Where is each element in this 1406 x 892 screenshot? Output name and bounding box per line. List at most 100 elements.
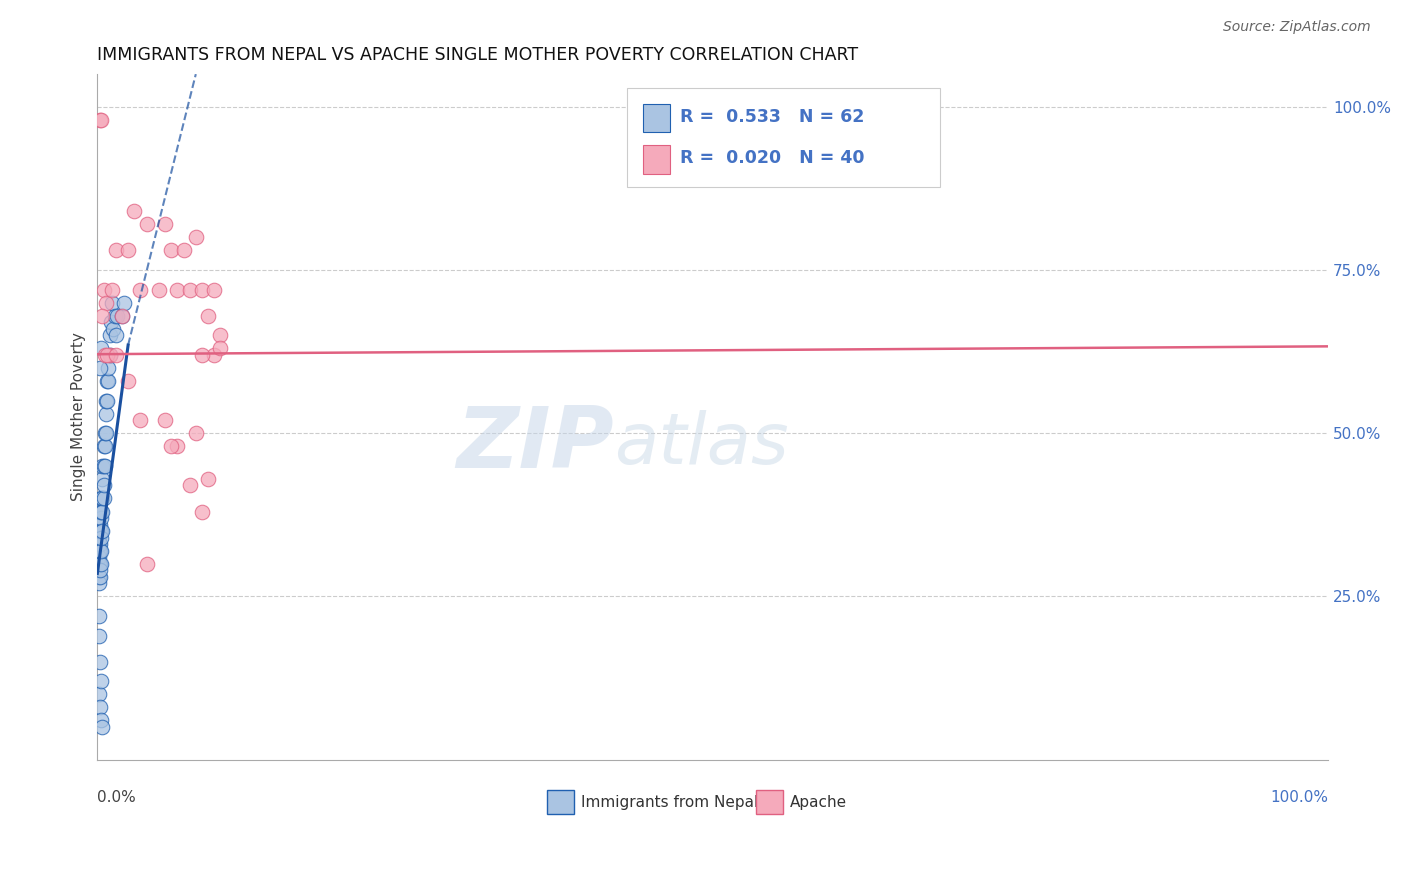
Point bbox=[89, 524, 111, 538]
Point bbox=[135, 557, 157, 571]
Text: 100.0%: 100.0% bbox=[1270, 790, 1329, 805]
Point bbox=[103, 309, 125, 323]
Point bbox=[197, 309, 219, 323]
Point bbox=[94, 407, 117, 421]
Point bbox=[90, 491, 112, 506]
Point bbox=[160, 439, 183, 453]
Text: atlas: atlas bbox=[614, 409, 789, 479]
Point bbox=[202, 283, 225, 297]
Point bbox=[91, 720, 114, 734]
Point bbox=[97, 360, 120, 375]
Bar bbox=[643, 145, 669, 174]
Point bbox=[90, 557, 112, 571]
Point bbox=[202, 348, 225, 362]
Point bbox=[93, 283, 115, 297]
Point bbox=[184, 426, 207, 441]
Point bbox=[117, 374, 139, 388]
Point bbox=[111, 309, 134, 323]
Point bbox=[191, 283, 214, 297]
Point bbox=[209, 341, 232, 355]
Point bbox=[93, 426, 115, 441]
Point bbox=[91, 458, 114, 473]
Point bbox=[209, 328, 232, 343]
Point bbox=[87, 531, 110, 545]
Point bbox=[93, 491, 115, 506]
Point bbox=[96, 393, 118, 408]
Point bbox=[89, 504, 111, 518]
Point bbox=[91, 504, 114, 518]
Point bbox=[91, 491, 114, 506]
Point bbox=[129, 413, 152, 427]
Point bbox=[90, 714, 112, 728]
Text: R =  0.533   N = 62: R = 0.533 N = 62 bbox=[679, 108, 863, 127]
Point bbox=[129, 283, 152, 297]
Point bbox=[103, 322, 125, 336]
Point bbox=[91, 309, 114, 323]
Point bbox=[87, 557, 110, 571]
Point bbox=[94, 426, 117, 441]
Point bbox=[93, 478, 115, 492]
Bar bbox=[547, 790, 574, 814]
Point bbox=[104, 348, 127, 362]
Point bbox=[89, 537, 111, 551]
FancyBboxPatch shape bbox=[627, 87, 941, 187]
Point bbox=[89, 655, 111, 669]
Point bbox=[184, 230, 207, 244]
Point bbox=[148, 283, 170, 297]
Point bbox=[89, 700, 111, 714]
Point bbox=[96, 374, 118, 388]
Point bbox=[93, 439, 115, 453]
Point bbox=[97, 374, 120, 388]
Point bbox=[101, 283, 124, 297]
Point bbox=[89, 360, 111, 375]
Point bbox=[90, 531, 112, 545]
Point bbox=[87, 576, 110, 591]
Text: Apache: Apache bbox=[790, 795, 848, 810]
Text: Immigrants from Nepal: Immigrants from Nepal bbox=[581, 795, 758, 810]
Point bbox=[91, 472, 114, 486]
Point bbox=[87, 687, 110, 701]
Bar bbox=[643, 103, 669, 132]
Point bbox=[153, 217, 176, 231]
Text: ZIP: ZIP bbox=[457, 403, 614, 486]
Bar bbox=[756, 790, 783, 814]
Point bbox=[166, 439, 188, 453]
Point bbox=[104, 328, 127, 343]
Text: Source: ZipAtlas.com: Source: ZipAtlas.com bbox=[1223, 20, 1371, 34]
Point bbox=[87, 543, 110, 558]
Point bbox=[105, 309, 128, 323]
Point bbox=[87, 550, 110, 565]
Point bbox=[191, 348, 214, 362]
Point bbox=[90, 543, 112, 558]
Point bbox=[166, 283, 188, 297]
Point bbox=[87, 537, 110, 551]
Point bbox=[94, 393, 117, 408]
Point bbox=[89, 112, 111, 127]
Point bbox=[191, 504, 214, 518]
Point bbox=[98, 348, 121, 362]
Point bbox=[89, 517, 111, 532]
Point bbox=[89, 557, 111, 571]
Point bbox=[104, 244, 127, 258]
Point bbox=[89, 563, 111, 577]
Point bbox=[117, 244, 139, 258]
Y-axis label: Single Mother Poverty: Single Mother Poverty bbox=[72, 333, 86, 501]
Point bbox=[90, 341, 112, 355]
Point bbox=[179, 283, 201, 297]
Point bbox=[93, 458, 115, 473]
Point bbox=[87, 609, 110, 624]
Point bbox=[89, 570, 111, 584]
Point bbox=[94, 295, 117, 310]
Point bbox=[90, 504, 112, 518]
Point bbox=[93, 439, 115, 453]
Text: 0.0%: 0.0% bbox=[97, 790, 136, 805]
Point bbox=[153, 413, 176, 427]
Point bbox=[111, 309, 134, 323]
Point bbox=[173, 244, 195, 258]
Point bbox=[98, 348, 121, 362]
Point bbox=[90, 511, 112, 525]
Text: IMMIGRANTS FROM NEPAL VS APACHE SINGLE MOTHER POVERTY CORRELATION CHART: IMMIGRANTS FROM NEPAL VS APACHE SINGLE M… bbox=[97, 46, 859, 64]
Point bbox=[89, 543, 111, 558]
Point bbox=[93, 348, 115, 362]
Point bbox=[93, 458, 115, 473]
